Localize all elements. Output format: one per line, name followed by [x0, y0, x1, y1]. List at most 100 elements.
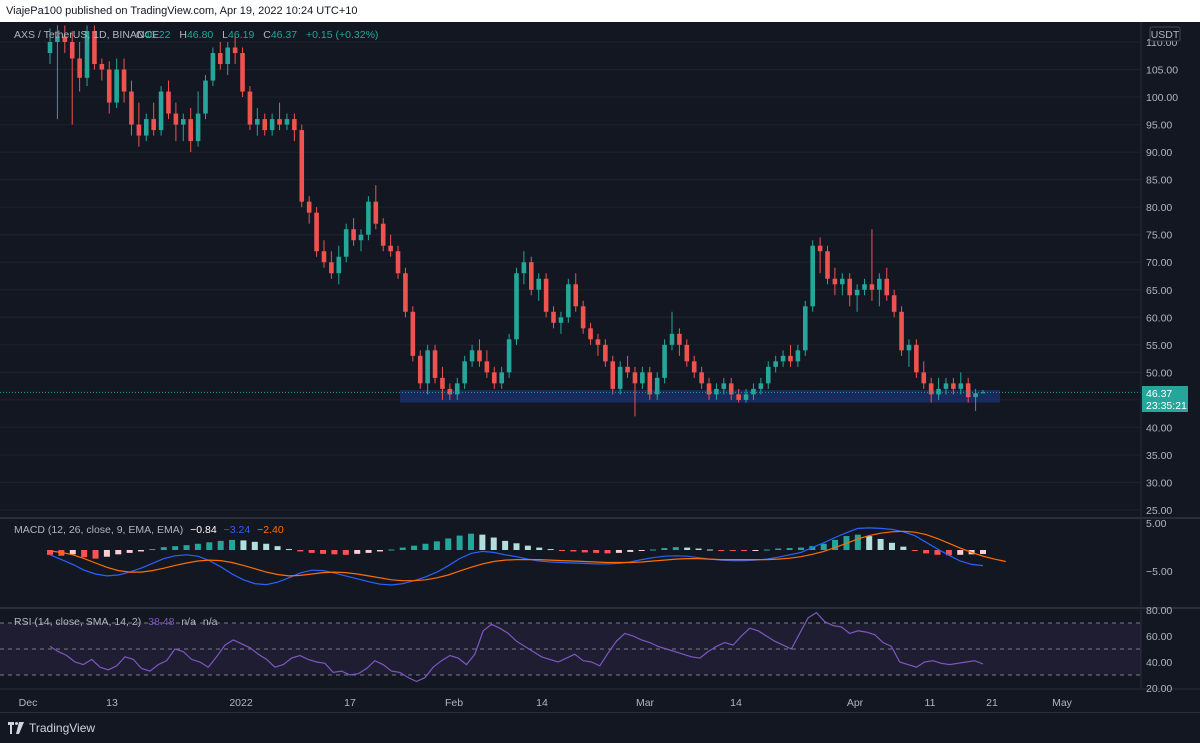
candle-body [232, 47, 238, 54]
time-tick-label: 21 [986, 697, 998, 709]
rsi-tick-label: 60.00 [1146, 631, 1172, 643]
macd-histogram-bar [832, 539, 839, 550]
candle-body [477, 350, 482, 362]
candle-body [329, 262, 334, 274]
time-axis[interactable]: Dec 13 2022 17 Feb 14 Mar 14 Apr 11 21 May [19, 697, 1073, 709]
macd-histogram-bar [229, 539, 236, 550]
candle-body [180, 119, 186, 125]
macd-histogram-bar [172, 546, 179, 550]
macd-histogram-bar [752, 550, 759, 551]
last-price-badge [1142, 386, 1188, 412]
candle-body [366, 201, 371, 235]
candle-body [543, 278, 549, 312]
macd-histogram-bar [786, 548, 793, 550]
rsi-tick-label: 40.00 [1146, 657, 1172, 669]
macd-histogram-bar [877, 538, 884, 550]
macd-histogram-bar [923, 550, 930, 554]
macd-histogram-bar [570, 550, 577, 552]
legend-high-label: H [179, 29, 187, 41]
macd-histogram-bar [763, 549, 770, 551]
candle-body [691, 361, 697, 373]
macd-histogram-bar [81, 550, 88, 558]
candle-body [625, 366, 630, 373]
candle-body [536, 278, 542, 290]
macd-histogram-bar [672, 547, 679, 550]
macd-histogram-bar [251, 541, 258, 550]
candle-body [417, 355, 423, 384]
macd-histogram-bar [797, 547, 804, 550]
macd-histogram-bar [331, 550, 338, 555]
candle-body [351, 229, 356, 241]
macd-tick-neg: −5.00 [1146, 566, 1173, 578]
macd-histogram-bar [536, 547, 543, 550]
time-tick-label: Dec [19, 697, 38, 709]
candle-body [247, 91, 253, 125]
macd-histogram-bar [820, 543, 827, 550]
candle-body [284, 119, 290, 125]
candle-body [166, 91, 171, 114]
candle-body [603, 344, 608, 362]
candle-body [529, 262, 534, 290]
candle-body [973, 393, 978, 398]
candle-body [588, 328, 593, 340]
candle-body [255, 119, 260, 125]
candle-body [662, 344, 667, 378]
candle-body [832, 278, 838, 285]
macd-histogram-bar [354, 550, 361, 554]
candle-body [314, 212, 319, 252]
candle-body [69, 42, 75, 59]
tradingview-logo[interactable]: TradingView [8, 721, 95, 735]
legend-change: +0.15 (+0.32%) [306, 29, 378, 41]
candle-body [484, 361, 490, 373]
macd-histogram-bar [615, 550, 622, 553]
candle-body [647, 372, 653, 395]
candle-body [566, 284, 571, 318]
candle-body [825, 251, 830, 279]
macd-histogram-bar [854, 534, 861, 550]
time-tick-label: 17 [344, 697, 356, 709]
macd-histogram-bar [547, 549, 554, 551]
publish-header: ViajePa100 published on TradingView.com,… [0, 0, 1200, 22]
candle-body [373, 201, 379, 224]
candle-body [62, 36, 68, 42]
candle-body [380, 223, 386, 246]
rsi-panel [0, 611, 1141, 683]
price-chart[interactable]: AXS / TetherUS, 1D, BINANCE O46.22 H46.8… [0, 22, 1200, 712]
candle-body [106, 69, 112, 103]
candle-body [343, 229, 349, 257]
candle-body [447, 388, 453, 395]
candle-body [943, 383, 949, 389]
candle-body [188, 119, 193, 142]
currency-badge[interactable] [1149, 26, 1181, 42]
macd-signal-line [49, 530, 1006, 582]
candle-body [203, 80, 208, 114]
candle-body [884, 278, 890, 296]
footer-bar: TradingView [0, 712, 1200, 743]
support-zone-rect [400, 389, 1000, 403]
candle-body [225, 47, 231, 65]
candle-body [173, 113, 179, 125]
macd-histogram-bar [684, 547, 691, 550]
candle-body [92, 30, 97, 65]
time-tick-label: Feb [445, 697, 463, 709]
candle-body [736, 394, 741, 400]
candle-body [114, 69, 119, 103]
price-tick-label: 30.00 [1146, 477, 1172, 489]
candle-body [617, 366, 623, 389]
time-tick-label: Mar [636, 697, 655, 709]
candle-body [847, 278, 853, 296]
macd-histogram-bar [627, 550, 634, 552]
macd-histogram-bar [775, 548, 782, 550]
macd-histogram-bar [980, 550, 986, 555]
price-tick-label: 40.00 [1146, 422, 1172, 434]
candle-body [158, 91, 164, 131]
macd-line-value: −3.24 [224, 524, 251, 536]
price-tick-label: 55.00 [1146, 340, 1172, 352]
candle-body [921, 372, 927, 384]
tradingview-logo-icon [8, 722, 24, 734]
macd-histogram-bar [888, 542, 895, 550]
candle-body [854, 289, 860, 296]
price-tick-label: 95.00 [1146, 120, 1172, 132]
price-tick-label: 65.00 [1146, 285, 1172, 297]
macd-histogram-bar [206, 542, 213, 550]
